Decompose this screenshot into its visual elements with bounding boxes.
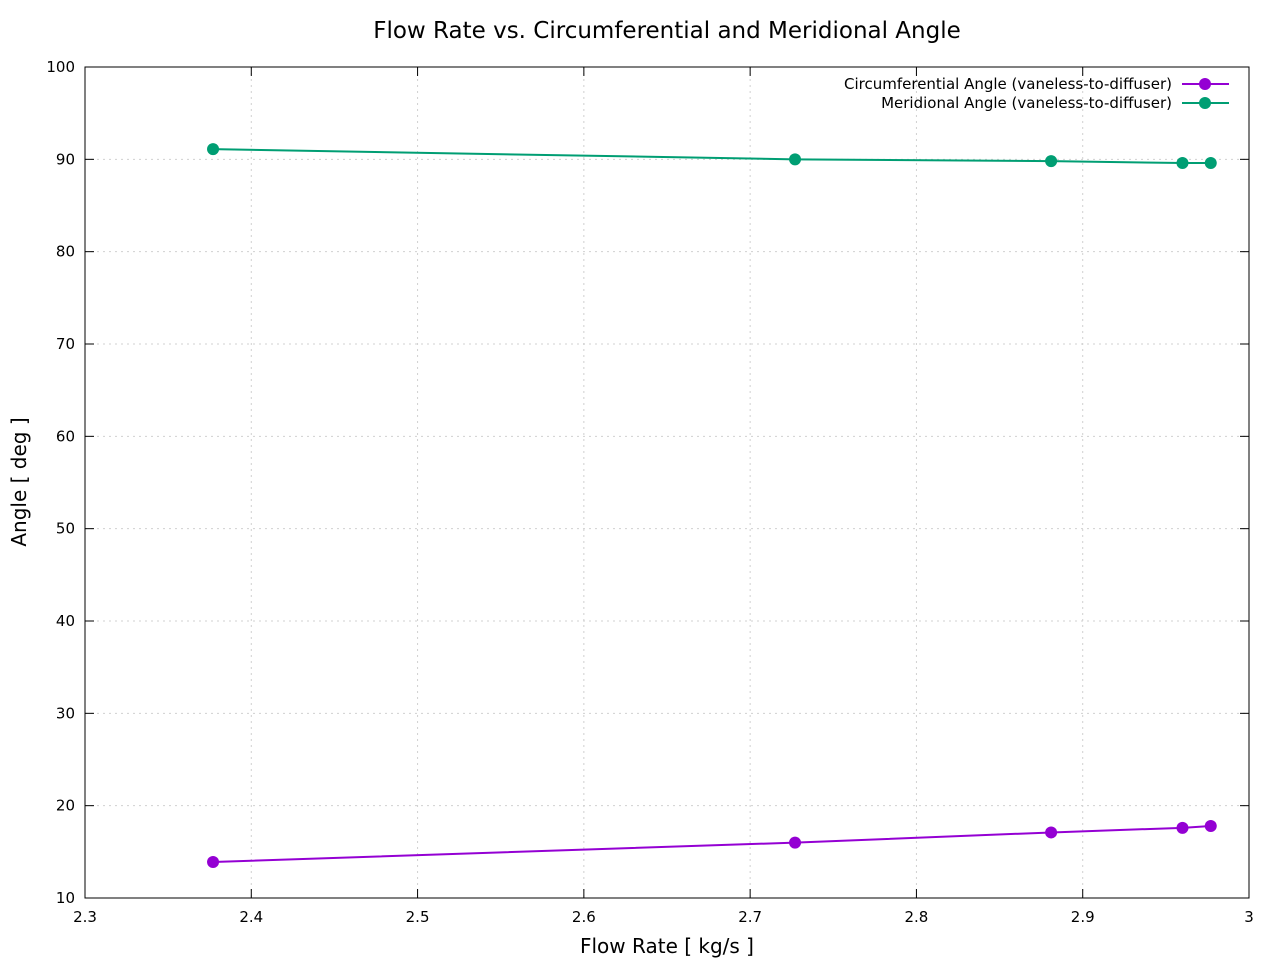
y-tick-labels: 10 20 30 40 50 60 70 80 90 100 — [46, 58, 75, 907]
y-tick-label: 40 — [56, 612, 75, 630]
series — [207, 143, 1217, 868]
x-axis-label: Flow Rate [ kg/s ] — [580, 934, 754, 958]
data-point — [1204, 819, 1217, 832]
data-point — [207, 143, 220, 156]
legend-marker — [1199, 78, 1211, 90]
x-tick-label: 2.5 — [406, 908, 430, 926]
data-point — [789, 836, 802, 849]
data-point — [1176, 821, 1189, 834]
y-tick-label: 100 — [46, 58, 75, 76]
y-tick-label: 50 — [56, 520, 75, 538]
plot-frame — [84, 66, 1250, 899]
x-tick-labels: 2.3 2.4 2.5 2.6 2.7 2.8 2.9 3 — [73, 908, 1254, 926]
y-axis-label: Angle [ deg ] — [7, 417, 31, 546]
legend-label: Meridional Angle (vaneless-to-diffuser) — [881, 94, 1172, 112]
x-tick-label: 3 — [1244, 908, 1254, 926]
y-tick-label: 60 — [56, 427, 75, 445]
x-tick-label: 2.8 — [904, 908, 928, 926]
data-point — [207, 855, 220, 868]
legend-marker — [1199, 97, 1211, 109]
axis-ticks — [84, 66, 1250, 899]
y-tick-label: 30 — [56, 704, 75, 722]
grid — [85, 67, 1249, 898]
data-point — [789, 153, 802, 166]
series-line — [213, 824, 1211, 863]
x-tick-label: 2.6 — [572, 908, 596, 926]
y-tick-label: 80 — [56, 243, 75, 261]
x-tick-label: 2.3 — [73, 908, 97, 926]
y-tick-label: 90 — [56, 150, 75, 168]
x-tick-label: 2.9 — [1071, 908, 1095, 926]
series-line — [213, 148, 1211, 165]
chart-title: Flow Rate vs. Circumferential and Meridi… — [373, 18, 961, 44]
data-point — [1045, 826, 1058, 839]
x-tick-label: 2.7 — [738, 908, 762, 926]
y-tick-label: 10 — [56, 889, 75, 907]
legend-label: Circumferential Angle (vaneless-to-diffu… — [844, 75, 1172, 93]
x-tick-label: 2.4 — [239, 908, 263, 926]
data-point — [1045, 155, 1058, 168]
y-tick-label: 20 — [56, 797, 75, 815]
data-point — [1204, 157, 1217, 170]
legend: Circumferential Angle (vaneless-to-diffu… — [844, 75, 1229, 112]
y-tick-label: 70 — [56, 335, 75, 353]
data-point — [1176, 157, 1189, 170]
